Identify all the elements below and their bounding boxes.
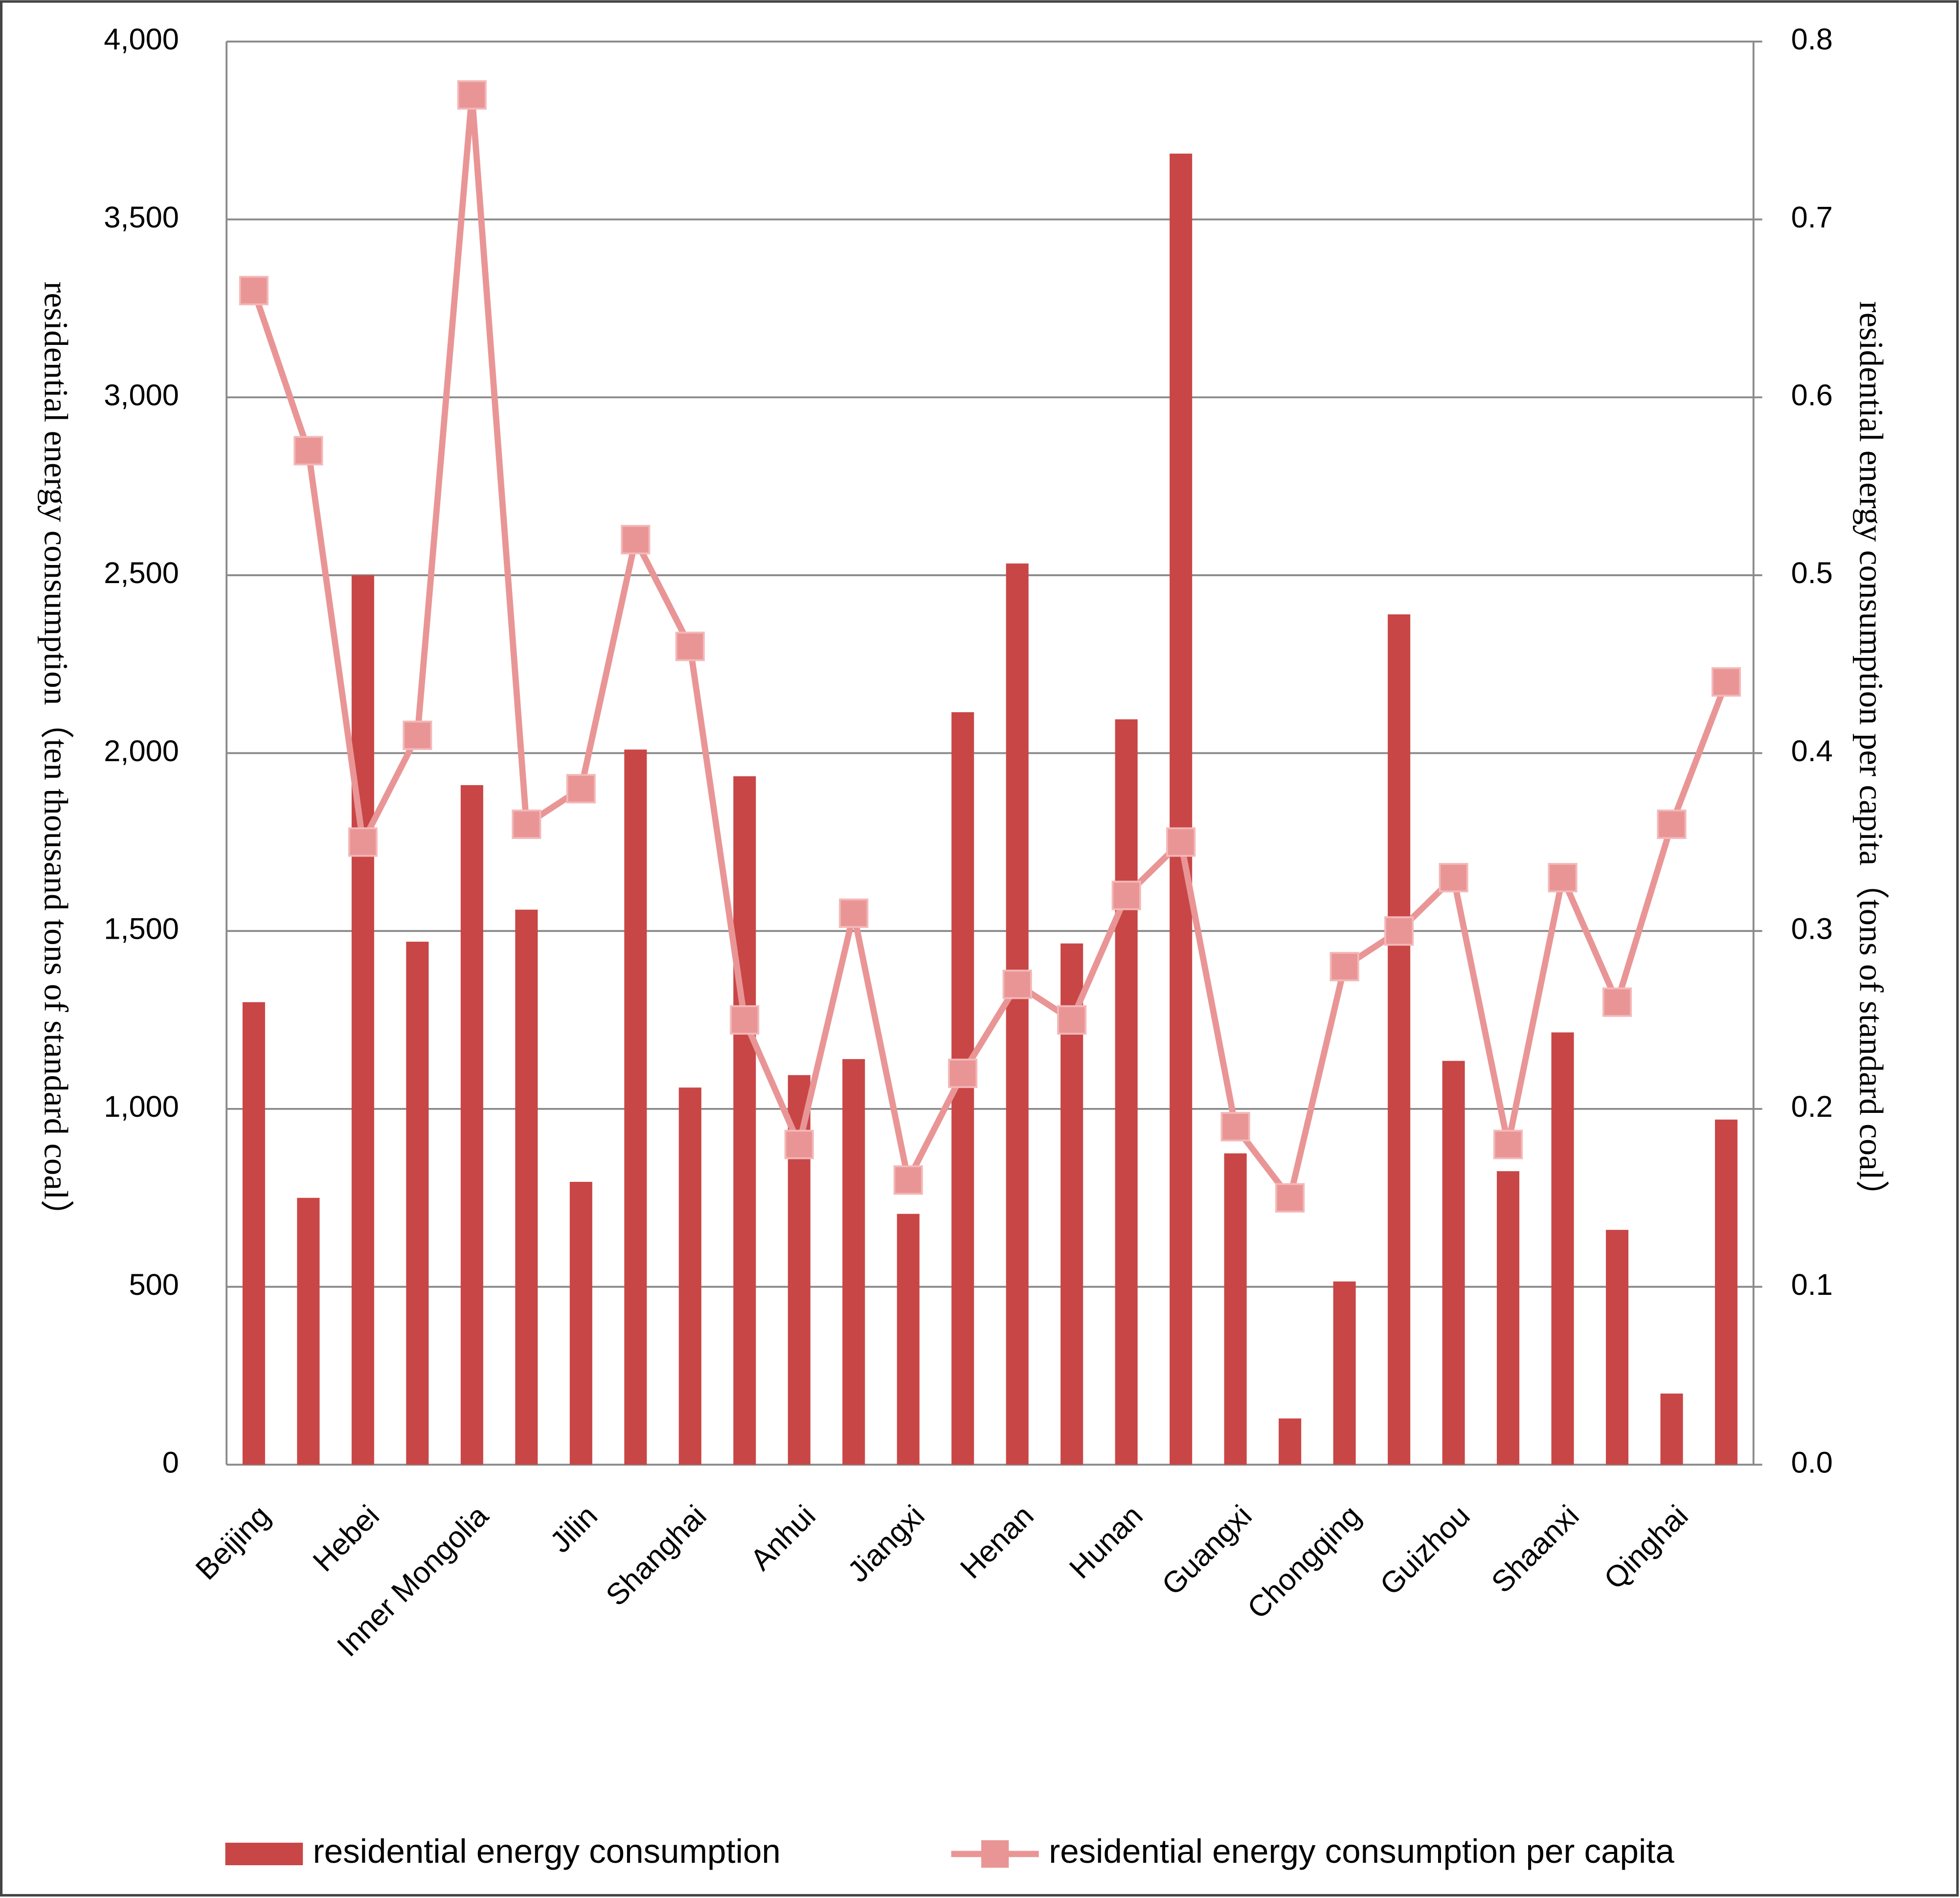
bar — [842, 1059, 865, 1465]
y2-tick-label: 0.5 — [1791, 556, 1833, 590]
legend-swatch-marker — [981, 1840, 1009, 1868]
y-tick-label: 1,500 — [104, 912, 179, 946]
bar — [1715, 1119, 1738, 1465]
y2-tick-label: 0.4 — [1791, 734, 1833, 768]
bar — [1333, 1281, 1356, 1465]
marker — [948, 1059, 978, 1088]
bar — [1442, 1061, 1465, 1465]
y-tick-label: 2,500 — [104, 556, 179, 590]
bar — [242, 1002, 265, 1465]
marker — [1329, 951, 1359, 982]
y2-tick-label: 0.0 — [1791, 1446, 1833, 1479]
y-tick-label: 3,500 — [104, 201, 179, 234]
y-tick-label: 500 — [129, 1268, 179, 1302]
marker — [1275, 1183, 1305, 1213]
y2-tick-label: 0.1 — [1791, 1268, 1833, 1302]
y2-tick-label: 0.8 — [1791, 23, 1833, 56]
bar — [1388, 614, 1411, 1465]
y-tick-label: 2,000 — [104, 734, 179, 768]
bar — [569, 1181, 592, 1465]
marker — [839, 898, 869, 928]
y-tick-label: 1,000 — [104, 1090, 179, 1124]
marker — [403, 721, 432, 750]
bar — [1660, 1393, 1683, 1465]
legend-label: residential energy consumption — [313, 1832, 781, 1870]
y2-tick-label: 0.3 — [1791, 912, 1833, 946]
y-tick-label: 3,000 — [104, 378, 179, 412]
marker — [566, 774, 596, 804]
bar — [1170, 154, 1193, 1465]
bar — [733, 776, 756, 1465]
bar — [1224, 1153, 1247, 1465]
y2-tick-label: 0.7 — [1791, 201, 1833, 234]
bar — [1006, 563, 1029, 1465]
bar — [515, 909, 538, 1465]
marker — [348, 827, 378, 857]
marker — [621, 525, 651, 555]
marker — [293, 436, 323, 466]
y2-axis-title: residential energy consumption per capit… — [1852, 301, 1890, 1214]
bar — [460, 785, 483, 1465]
bar — [1551, 1032, 1574, 1465]
legend-swatch — [225, 1842, 303, 1866]
marker — [1548, 863, 1577, 893]
bar — [297, 1198, 320, 1465]
marker — [675, 632, 705, 661]
marker — [1493, 1130, 1523, 1159]
bar — [624, 749, 647, 1465]
y-tick-label: 0 — [162, 1446, 179, 1479]
y2-tick-label: 0.2 — [1791, 1090, 1833, 1124]
marker — [730, 1005, 760, 1035]
marker — [1711, 667, 1741, 697]
bar — [1497, 1171, 1520, 1465]
marker — [1166, 827, 1196, 857]
bar — [1606, 1230, 1629, 1465]
marker — [1220, 1112, 1250, 1142]
line — [250, 91, 1730, 1201]
bar — [1279, 1418, 1302, 1465]
marker — [512, 809, 541, 839]
marker — [1384, 916, 1414, 946]
marker — [239, 275, 269, 306]
bar — [1115, 719, 1138, 1465]
marker — [1657, 809, 1687, 839]
marker — [1002, 970, 1032, 999]
marker — [1439, 863, 1468, 893]
y-axis-title: residential energy consumption（ten thous… — [38, 282, 75, 1234]
bar — [678, 1087, 701, 1465]
bar — [406, 942, 429, 1465]
bar — [351, 575, 374, 1465]
legend-label: residential energy consumption per capit… — [1049, 1832, 1674, 1870]
marker — [457, 80, 487, 110]
bar — [897, 1214, 920, 1465]
marker — [784, 1130, 814, 1159]
y2-tick-label: 0.6 — [1791, 378, 1833, 412]
marker — [1602, 987, 1632, 1017]
marker — [1111, 881, 1141, 910]
y-tick-label: 4,000 — [104, 23, 179, 56]
marker — [893, 1165, 923, 1195]
marker — [1057, 1005, 1087, 1035]
